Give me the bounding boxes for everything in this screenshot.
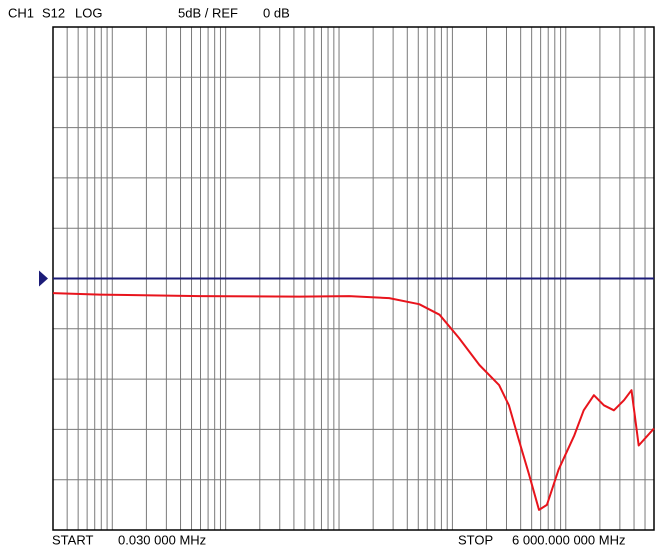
stop-label: STOP (458, 532, 493, 547)
trace (52, 292, 655, 511)
start-label: START (52, 532, 93, 547)
parameter: S12 (42, 5, 65, 20)
reference-level-label: 0 dB (263, 5, 290, 20)
scale: 5dB / REF (178, 5, 238, 20)
format: LOG (75, 5, 102, 20)
channel: CH1 (8, 5, 34, 20)
start-value: 0.030 000 MHz (118, 532, 206, 547)
reference-marker (39, 270, 48, 287)
stop-value: 6 000.000 000 MHz (512, 532, 625, 547)
